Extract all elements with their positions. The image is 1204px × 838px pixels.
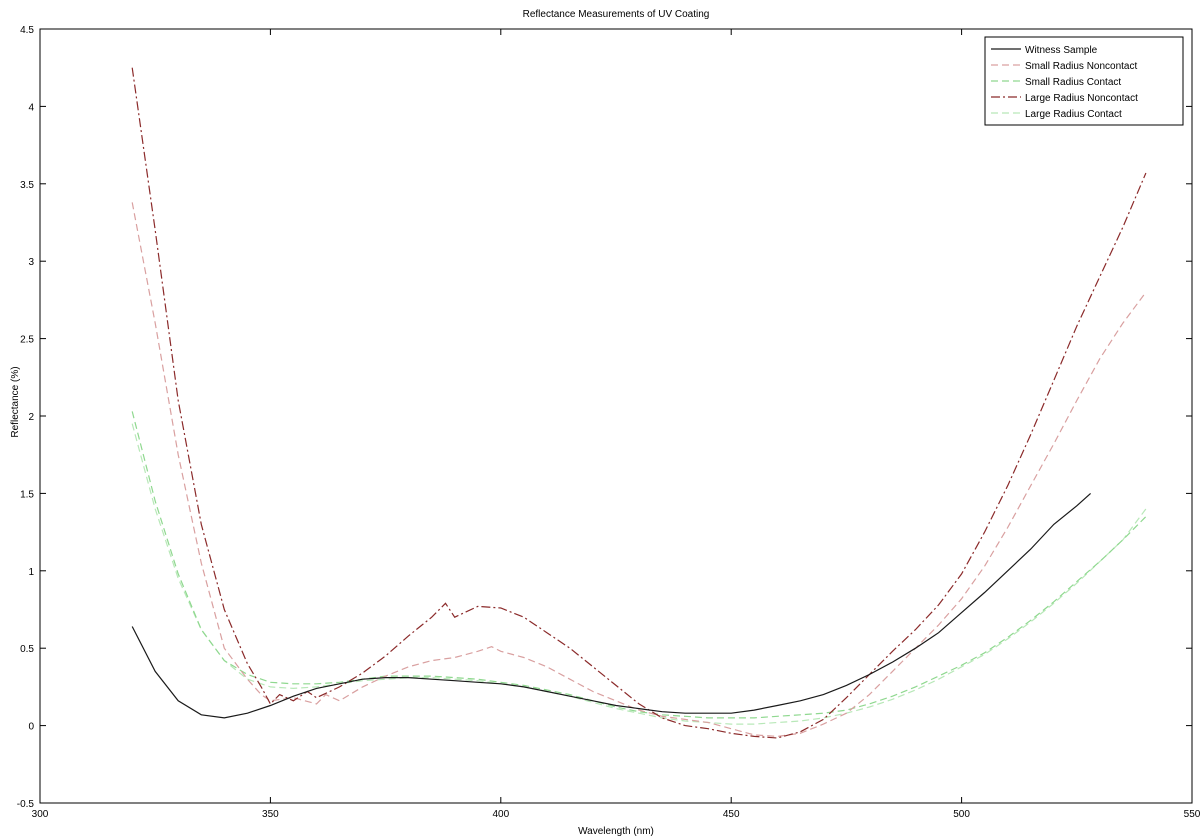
x-tick-label: 550 <box>1184 809 1201 820</box>
y-tick-label: 0.5 <box>20 644 34 655</box>
y-tick-label: 4.5 <box>20 25 34 36</box>
x-tick-label: 400 <box>492 809 509 820</box>
legend: Witness Sample Small Radius Noncontact Sma… <box>984 36 1184 126</box>
legend-label-1: Small Radius Noncontact <box>1025 61 1137 72</box>
chart-title: Reflectance Measurements of UV Coating <box>523 9 710 20</box>
y-tick-label: 3 <box>28 257 34 268</box>
x-tick-label: 450 <box>723 809 740 820</box>
plot-area <box>39 28 1193 804</box>
y-tick-label: 1.5 <box>20 489 34 500</box>
plot-frame <box>39 28 1193 804</box>
legend-label-2: Small Radius Contact <box>1025 77 1121 88</box>
series-lines <box>131 67 1147 739</box>
y-tick-label: 4 <box>28 102 34 113</box>
y-tick-label: 1 <box>28 567 34 578</box>
x-axis: 300 350 400 450 500 550 <box>32 29 1201 820</box>
y-tick-label: 2.5 <box>20 335 34 346</box>
x-tick-label: 300 <box>32 809 49 820</box>
y-tick-label: -0.5 <box>17 799 35 810</box>
series-line-4 <box>131 423 1147 725</box>
x-tick-label: 500 <box>953 809 970 820</box>
y-tick-label: 2 <box>28 412 34 423</box>
series-line-3 <box>131 67 1147 739</box>
y-axis-label: Reflectance (%) <box>10 366 21 437</box>
x-axis-label: Wavelength (nm) <box>578 826 654 837</box>
y-axis: -0.5 0 0.5 1 1.5 2 2.5 3 3.5 4 4.5 <box>17 25 1192 810</box>
legend-label-3: Large Radius Noncontact <box>1025 93 1138 104</box>
series-line-0 <box>131 492 1092 719</box>
y-tick-label: 3.5 <box>20 180 34 191</box>
y-tick-label: 0 <box>28 722 34 733</box>
x-tick-label: 350 <box>262 809 279 820</box>
legend-label-4: Large Radius Contact <box>1025 109 1122 120</box>
legend-label-0: Witness Sample <box>1025 45 1098 56</box>
